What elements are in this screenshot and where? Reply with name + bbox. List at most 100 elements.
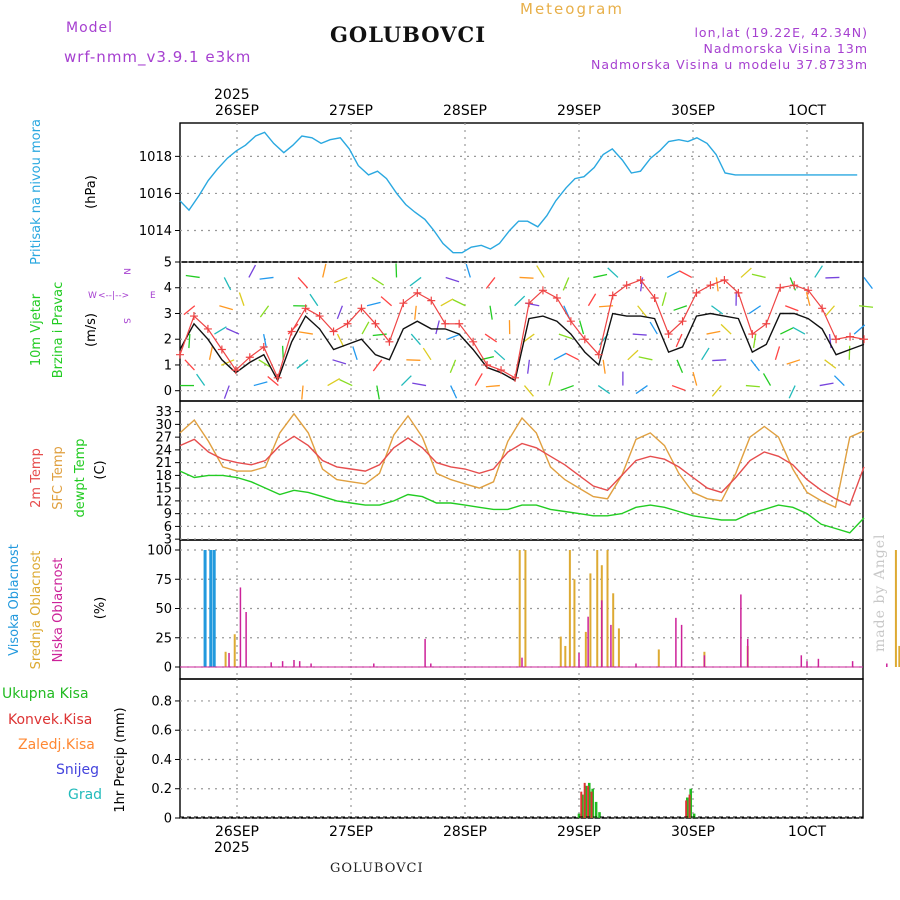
precip-conv-bar (587, 785, 590, 818)
wind-gust-marker (189, 312, 198, 321)
mid-cloud-bar (657, 649, 660, 667)
wind-gust-marker (706, 281, 715, 290)
wind-arrow (748, 305, 762, 315)
wind-arrow (522, 333, 535, 343)
precip-total-bar (581, 794, 584, 818)
wind-arrow (673, 305, 688, 311)
mid-cloud-bar (617, 628, 620, 667)
low-cloud-bar (521, 657, 523, 667)
wind-arrow (447, 333, 461, 340)
wind-gust-marker (678, 317, 687, 326)
wind-arrow (352, 346, 358, 361)
wind-gust-marker (804, 286, 813, 295)
wind-arrow (485, 277, 496, 289)
wind-arrow (225, 327, 240, 335)
wind-gust-marker (371, 319, 380, 328)
time-label-top: 1OCT (788, 103, 827, 119)
wind-arrow (711, 305, 724, 315)
y-tick-label: 0.8 (151, 694, 172, 709)
y-tick-label: 3 (164, 533, 172, 548)
precip-total-bar (584, 785, 588, 818)
low-cloud-bar (703, 655, 706, 667)
precip-total-bar (594, 801, 598, 818)
compass-e: E (150, 291, 156, 301)
wind-gust-marker (315, 312, 324, 321)
time-label-bottom: 29SEP (557, 824, 601, 840)
mid-cloud-bar (564, 645, 567, 667)
wind-arrow (548, 371, 554, 386)
low-cloud-bar (746, 638, 749, 667)
y-tick-label: 0 (164, 384, 172, 399)
wind-arrow (833, 375, 845, 387)
wind-arrow (253, 381, 268, 387)
wind-gust-marker (455, 319, 464, 328)
wind-gust-marker (259, 342, 268, 351)
wind-arrow (859, 305, 874, 308)
wind-arrow (692, 371, 698, 386)
wind-arrow (786, 359, 801, 365)
compass-arrows-h: <--|--> (98, 291, 129, 301)
wind-arrow (711, 385, 722, 397)
wind-gust-marker (524, 299, 533, 308)
low-cloud-bar (373, 663, 375, 667)
low-cloud-bar (298, 661, 301, 667)
wind-arrow (785, 305, 799, 312)
wind-arrow (465, 263, 471, 278)
wind-gust-marker (511, 373, 520, 382)
dewpt-line (179, 470, 865, 534)
wind-arrow (185, 274, 200, 279)
wind-arrow (863, 277, 873, 290)
page-title: GOLUBOVCI (330, 22, 487, 47)
wind-arrow (298, 331, 313, 335)
low-cloud-bar (886, 663, 888, 667)
wind-arrow (248, 264, 257, 278)
wind-arrow (676, 359, 684, 373)
y-tick-label: 24 (155, 443, 172, 458)
precip-unit-label: 1hr Precip (mm) (113, 707, 128, 812)
precip-total-bar (686, 797, 689, 818)
wind-arrow (519, 276, 534, 279)
precip-legend-4: Grad (68, 787, 102, 803)
panel-frame (179, 122, 864, 263)
precip-conv-bar (583, 782, 586, 818)
sfc-temp-axis-label: SFC Temp (51, 446, 66, 510)
wind-arrow (301, 385, 304, 400)
wind-arrow (485, 384, 500, 388)
wind-gust-marker (399, 299, 408, 308)
panel-frame (179, 678, 864, 819)
mid-cloud-bar (524, 550, 527, 667)
high-cloud-bar (212, 550, 216, 667)
mid-cloud-bar (233, 634, 236, 667)
wind-arrow (450, 385, 458, 399)
low-cloud-bar (601, 600, 603, 667)
y-tick-label: 15 (155, 482, 172, 497)
wind-arrow (715, 277, 719, 292)
wind-arrow (701, 347, 710, 361)
time-label-top: 30SEP (671, 103, 715, 119)
wind-arrow (238, 292, 245, 306)
wind-arrow (452, 299, 466, 307)
time-label-bottom: 26SEP (215, 824, 259, 840)
compass-n: N (121, 268, 131, 275)
mid-cloud-bar (518, 550, 521, 667)
wind-arrow (208, 345, 214, 360)
low-cloud-bar (635, 663, 637, 667)
footer-title: GOLUBOVCI (330, 861, 424, 876)
temp-unit-label: (C) (93, 460, 108, 479)
low-cloud-bar (270, 662, 272, 667)
model-label: Model (66, 20, 114, 36)
high-cloud-axis-label: Visoka Oblacnost (7, 544, 22, 656)
wind-arrow (336, 333, 345, 347)
mid-cloud-bar (894, 550, 897, 667)
wind-gust-line (179, 279, 865, 380)
y-tick-label: 1016 (139, 187, 172, 202)
wind-arrow (214, 326, 227, 335)
wind-arrow (638, 356, 653, 361)
wind-arrow (740, 267, 752, 278)
wind-arrow (484, 333, 498, 343)
low-cloud-bar (293, 659, 295, 667)
y-tick-label: 0.2 (151, 782, 172, 797)
time-label-top: 29SEP (557, 103, 601, 119)
wind-arrow (183, 305, 196, 316)
